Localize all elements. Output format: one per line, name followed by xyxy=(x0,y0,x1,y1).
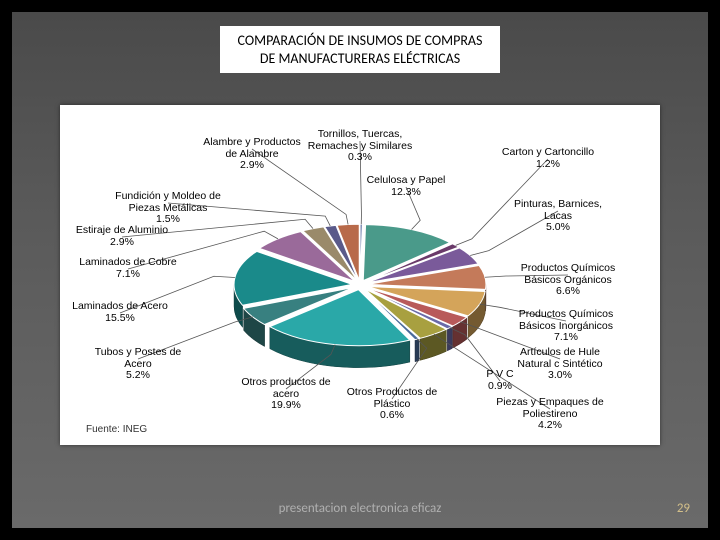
pie-slice-side xyxy=(447,326,452,350)
page-number: 29 xyxy=(677,501,690,516)
slide-frame: COMPARACIÓN DE INSUMOS DE COMPRAS DE MAN… xyxy=(12,12,708,528)
leader-line xyxy=(470,211,558,256)
title-line-1: COMPARACIÓN DE INSUMOS DE COMPRAS xyxy=(238,32,483,50)
leader-line xyxy=(138,317,253,359)
pie-chart-svg xyxy=(60,105,660,445)
leader-line xyxy=(120,276,235,313)
pie-slice-side xyxy=(415,339,419,362)
leader-line xyxy=(168,203,330,226)
leader-line xyxy=(480,304,566,321)
title-line-2: DE MANUFACTURERAS ELÉCTRICAS xyxy=(238,50,483,68)
leader-line xyxy=(456,159,548,245)
pie-slice xyxy=(360,224,362,280)
leader-line xyxy=(485,275,568,277)
leader-line xyxy=(460,322,560,359)
leader-line xyxy=(360,141,361,224)
leader-line xyxy=(122,219,313,237)
title-box: COMPARACIÓN DE INSUMOS DE COMPRAS DE MAN… xyxy=(220,26,501,73)
leader-line xyxy=(434,334,550,409)
pie-chart-panel: Tornillos, Tuercas, Remaches y Similares… xyxy=(60,105,660,445)
leader-line xyxy=(252,149,348,224)
leader-line xyxy=(406,187,420,230)
chart-source: Fuente: INEG xyxy=(86,424,147,435)
footer-caption: presentacion electronica eficaz xyxy=(12,501,708,516)
